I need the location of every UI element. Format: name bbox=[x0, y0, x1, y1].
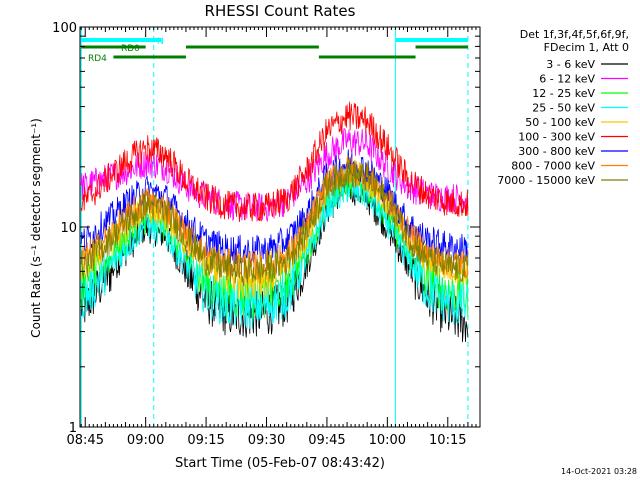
y-axis: 1 10 100 bbox=[52, 21, 480, 436]
legend-entry-label: 800 - 7000 keV bbox=[511, 160, 595, 173]
state-label-n: N bbox=[157, 37, 164, 47]
series-line bbox=[80, 101, 469, 223]
state-label-rd4: RD4 bbox=[88, 54, 107, 64]
x-axis-label: Start Time (05-Feb-07 08:43:42) bbox=[175, 456, 385, 471]
state-label-rd0: RD0 bbox=[121, 44, 140, 54]
y-axis-label: Count Rate (s⁻¹ detector segment⁻¹) bbox=[29, 118, 43, 338]
legend-entry-label: 6 - 12 keV bbox=[539, 73, 595, 86]
legend-entry-label: 12 - 25 keV bbox=[532, 87, 595, 100]
series-line bbox=[80, 149, 469, 265]
legend-entry-label: 300 - 800 keV bbox=[518, 145, 595, 158]
x-tick-label: 09:15 bbox=[187, 433, 224, 448]
legend-entry-label: 3 - 6 keV bbox=[546, 58, 595, 71]
legend-entry-label: 100 - 300 keV bbox=[518, 131, 595, 144]
x-tick-label: 10:15 bbox=[429, 433, 466, 448]
y-tick-label: 1 bbox=[69, 421, 77, 436]
x-axis: 08:45 09:00 09:15 09:30 09:45 10:00 10:15 bbox=[67, 27, 481, 448]
plot-area: N RD0 RD4 bbox=[79, 26, 481, 428]
legend-entry-label: 25 - 50 keV bbox=[532, 102, 595, 115]
x-tick-label: 09:30 bbox=[248, 433, 285, 448]
y-tick-label: 10 bbox=[60, 221, 77, 236]
legend-entry-label: 7000 - 15000 keV bbox=[497, 174, 595, 187]
y-tick-label: 100 bbox=[52, 21, 77, 36]
x-tick-label: 09:45 bbox=[308, 433, 345, 448]
x-tick-label: 10:00 bbox=[369, 433, 406, 448]
legend-header-line: Det 1f,3f,4f,5f,6f,9f, bbox=[520, 28, 629, 41]
series-line bbox=[80, 158, 469, 287]
legend-entry-label: 50 - 100 keV bbox=[525, 116, 595, 129]
footer-timestamp: 14-Oct-2021 03:28 bbox=[561, 467, 637, 476]
legend-header-line: FDecim 1, Att 0 bbox=[544, 41, 629, 54]
x-tick-label: 08:45 bbox=[67, 433, 104, 448]
x-tick-label: 09:00 bbox=[127, 433, 164, 448]
chart-title: RHESSI Count Rates bbox=[205, 2, 356, 20]
legend: Det 1f,3f,4f,5f,6f,9f,FDecim 1, Att 0 3 -… bbox=[497, 28, 629, 187]
